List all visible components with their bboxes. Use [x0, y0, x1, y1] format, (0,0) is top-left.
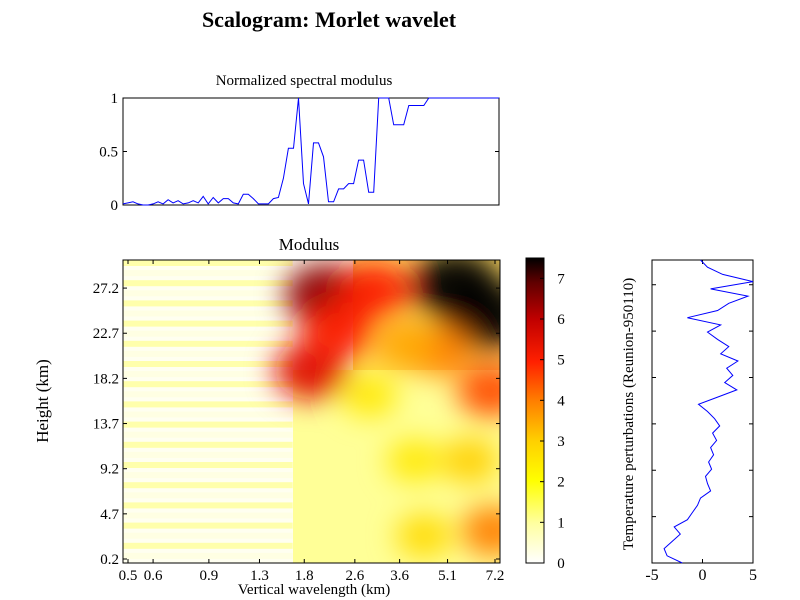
heatmap-field [123, 260, 500, 563]
profile-x-tick-label: -5 [645, 567, 658, 584]
heatmap-stripe [123, 451, 293, 458]
heatmap-stripe [123, 552, 293, 559]
heatmap-stripe [123, 361, 293, 367]
heatmap-stripe [123, 492, 293, 499]
heatmap-blob [302, 302, 374, 359]
heatmap-stripe [123, 502, 293, 509]
heatmap-blobs [274, 260, 500, 558]
heatmap-x-tick-label: 1.3 [250, 568, 269, 584]
heatmap-blob [339, 262, 411, 319]
spectral-y-tick-label: 0.5 [99, 145, 118, 161]
heatmap-y-tick-label: 13.7 [93, 417, 120, 433]
heatmap-stripe [123, 260, 293, 266]
heatmap-x-label: Vertical wavelength (km) [238, 582, 390, 598]
modulus-heatmap: Modulus 0.5 0.6 0.9 1.3 1.8 2.6 3.6 5.1 7.2 0.2 4… [33, 235, 505, 598]
heatmap-stripe [123, 300, 293, 307]
heatmap-blob [461, 505, 500, 557]
profile-x-tick-label: 0 [699, 567, 707, 584]
heatmap-stripe [123, 431, 293, 438]
spectral-y-tick-label: 0 [111, 198, 119, 214]
heatmap-stripe [123, 411, 293, 418]
figure-title: Scalogram: Morlet wavelet [202, 7, 457, 32]
heatmap-frame [122, 259, 501, 564]
profile-series-line [663, 259, 754, 564]
colorbar-tick-label: 6 [557, 312, 565, 328]
temperature-profile-chart: -5 0 5 Temperature perturbations (Reunion-… [621, 259, 757, 584]
heatmap-x-tick-label: 2.6 [345, 568, 364, 584]
heatmap-stripe [123, 310, 293, 317]
heatmap-stripe [123, 350, 293, 357]
heatmap-stripe [123, 320, 293, 327]
colorbar-ticks: 0 1 2 3 4 5 6 7 [540, 271, 565, 572]
heatmap-y-tick-label: 27.2 [93, 281, 119, 297]
heatmap-title: Modulus [279, 235, 339, 254]
heatmap-y-label: Height (km) [33, 359, 52, 443]
heatmap-stripe [123, 371, 293, 378]
spectral-y-ticks: 00.51 [99, 91, 499, 214]
heatmap-stripe [123, 441, 293, 448]
colorbar-tick-label: 0 [557, 556, 565, 572]
heatmap-stripe [123, 421, 293, 428]
heatmap-blob [457, 363, 500, 418]
heatmap-stripe [123, 290, 293, 297]
heatmap-stripe [123, 542, 293, 549]
heatmap-x-tick-label: 0.6 [144, 568, 163, 584]
heatmap-y-ticks: 0.2 4.7 9.2 13.7 18.2 22.7 27.2 [93, 281, 500, 568]
heatmap-x-tick-label: 0.9 [200, 568, 219, 584]
heatmap-y-tick-label: 22.7 [93, 326, 120, 342]
heatmap-blob [441, 438, 499, 484]
spectral-chart-frame [122, 97, 500, 206]
heatmap-stripe [123, 462, 293, 468]
heatmap-x-tick-label: 3.6 [390, 568, 409, 584]
profile-y-label: Temperature perturbations (Reunion-95011… [621, 278, 637, 550]
colorbar-tick-label: 1 [557, 515, 565, 531]
heatmap-stripe [123, 280, 293, 287]
heatmap-y-tick-label: 18.2 [93, 371, 119, 387]
heatmap-y-tick-label: 0.2 [100, 552, 119, 568]
profile-x-tick-label: 5 [749, 567, 757, 584]
heatmap-stripe [123, 482, 293, 489]
heatmap-stripe [123, 330, 293, 337]
colorbar-tick-label: 4 [557, 393, 565, 409]
heatmap-blob [387, 439, 441, 482]
heatmap-stripe [123, 522, 293, 529]
heatmap-y-tick-label: 9.2 [100, 462, 119, 478]
profile-frame [651, 259, 754, 564]
profile-ticks: -5 0 5 [645, 260, 757, 584]
colorbar-tick-label: 3 [557, 434, 565, 450]
spectral-y-tick-label: 1 [111, 91, 119, 107]
heatmap-x-ticks: 0.5 0.6 0.9 1.3 1.8 2.6 3.6 5.1 7.2 [119, 260, 505, 584]
heatmap-x-tick-label: 7.2 [486, 568, 505, 584]
colorbar: 0 1 2 3 4 5 6 7 [525, 257, 565, 572]
heatmap-stripe [123, 340, 293, 347]
heatmap-stripe [123, 512, 293, 519]
heatmap-stripe [123, 381, 293, 388]
colorbar-tick-label: 5 [557, 353, 565, 369]
heatmap-stripe [123, 401, 293, 408]
heatmap-x-tick-label: 0.5 [119, 568, 138, 584]
spectral-series-line [122, 97, 499, 206]
heatmap-y-tick-label: 4.7 [100, 507, 119, 523]
spectral-chart-title: Normalized spectral modulus [216, 73, 393, 89]
heatmap-stripe [123, 270, 293, 277]
colorbar-tick-label: 2 [557, 475, 565, 491]
heatmap-x-tick-label: 1.8 [295, 568, 314, 584]
heatmap-x-tick-label: 5.1 [438, 568, 457, 584]
heatmap-stripe [123, 472, 293, 479]
heatmap-blob [376, 321, 438, 370]
heatmap-blob [343, 374, 397, 417]
heatmap-stripe [123, 391, 293, 398]
spectral-modulus-chart: Normalized spectral modulus 00.51 [99, 73, 500, 214]
heatmap-stripe [123, 532, 293, 539]
colorbar-gradient [525, 257, 545, 564]
heatmap-blob [396, 514, 452, 558]
colorbar-tick-label: 7 [557, 271, 565, 287]
